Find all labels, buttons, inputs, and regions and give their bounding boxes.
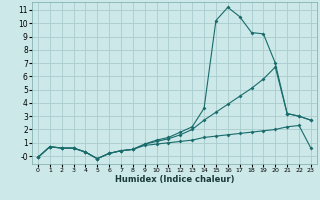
X-axis label: Humidex (Indice chaleur): Humidex (Indice chaleur) [115,175,234,184]
